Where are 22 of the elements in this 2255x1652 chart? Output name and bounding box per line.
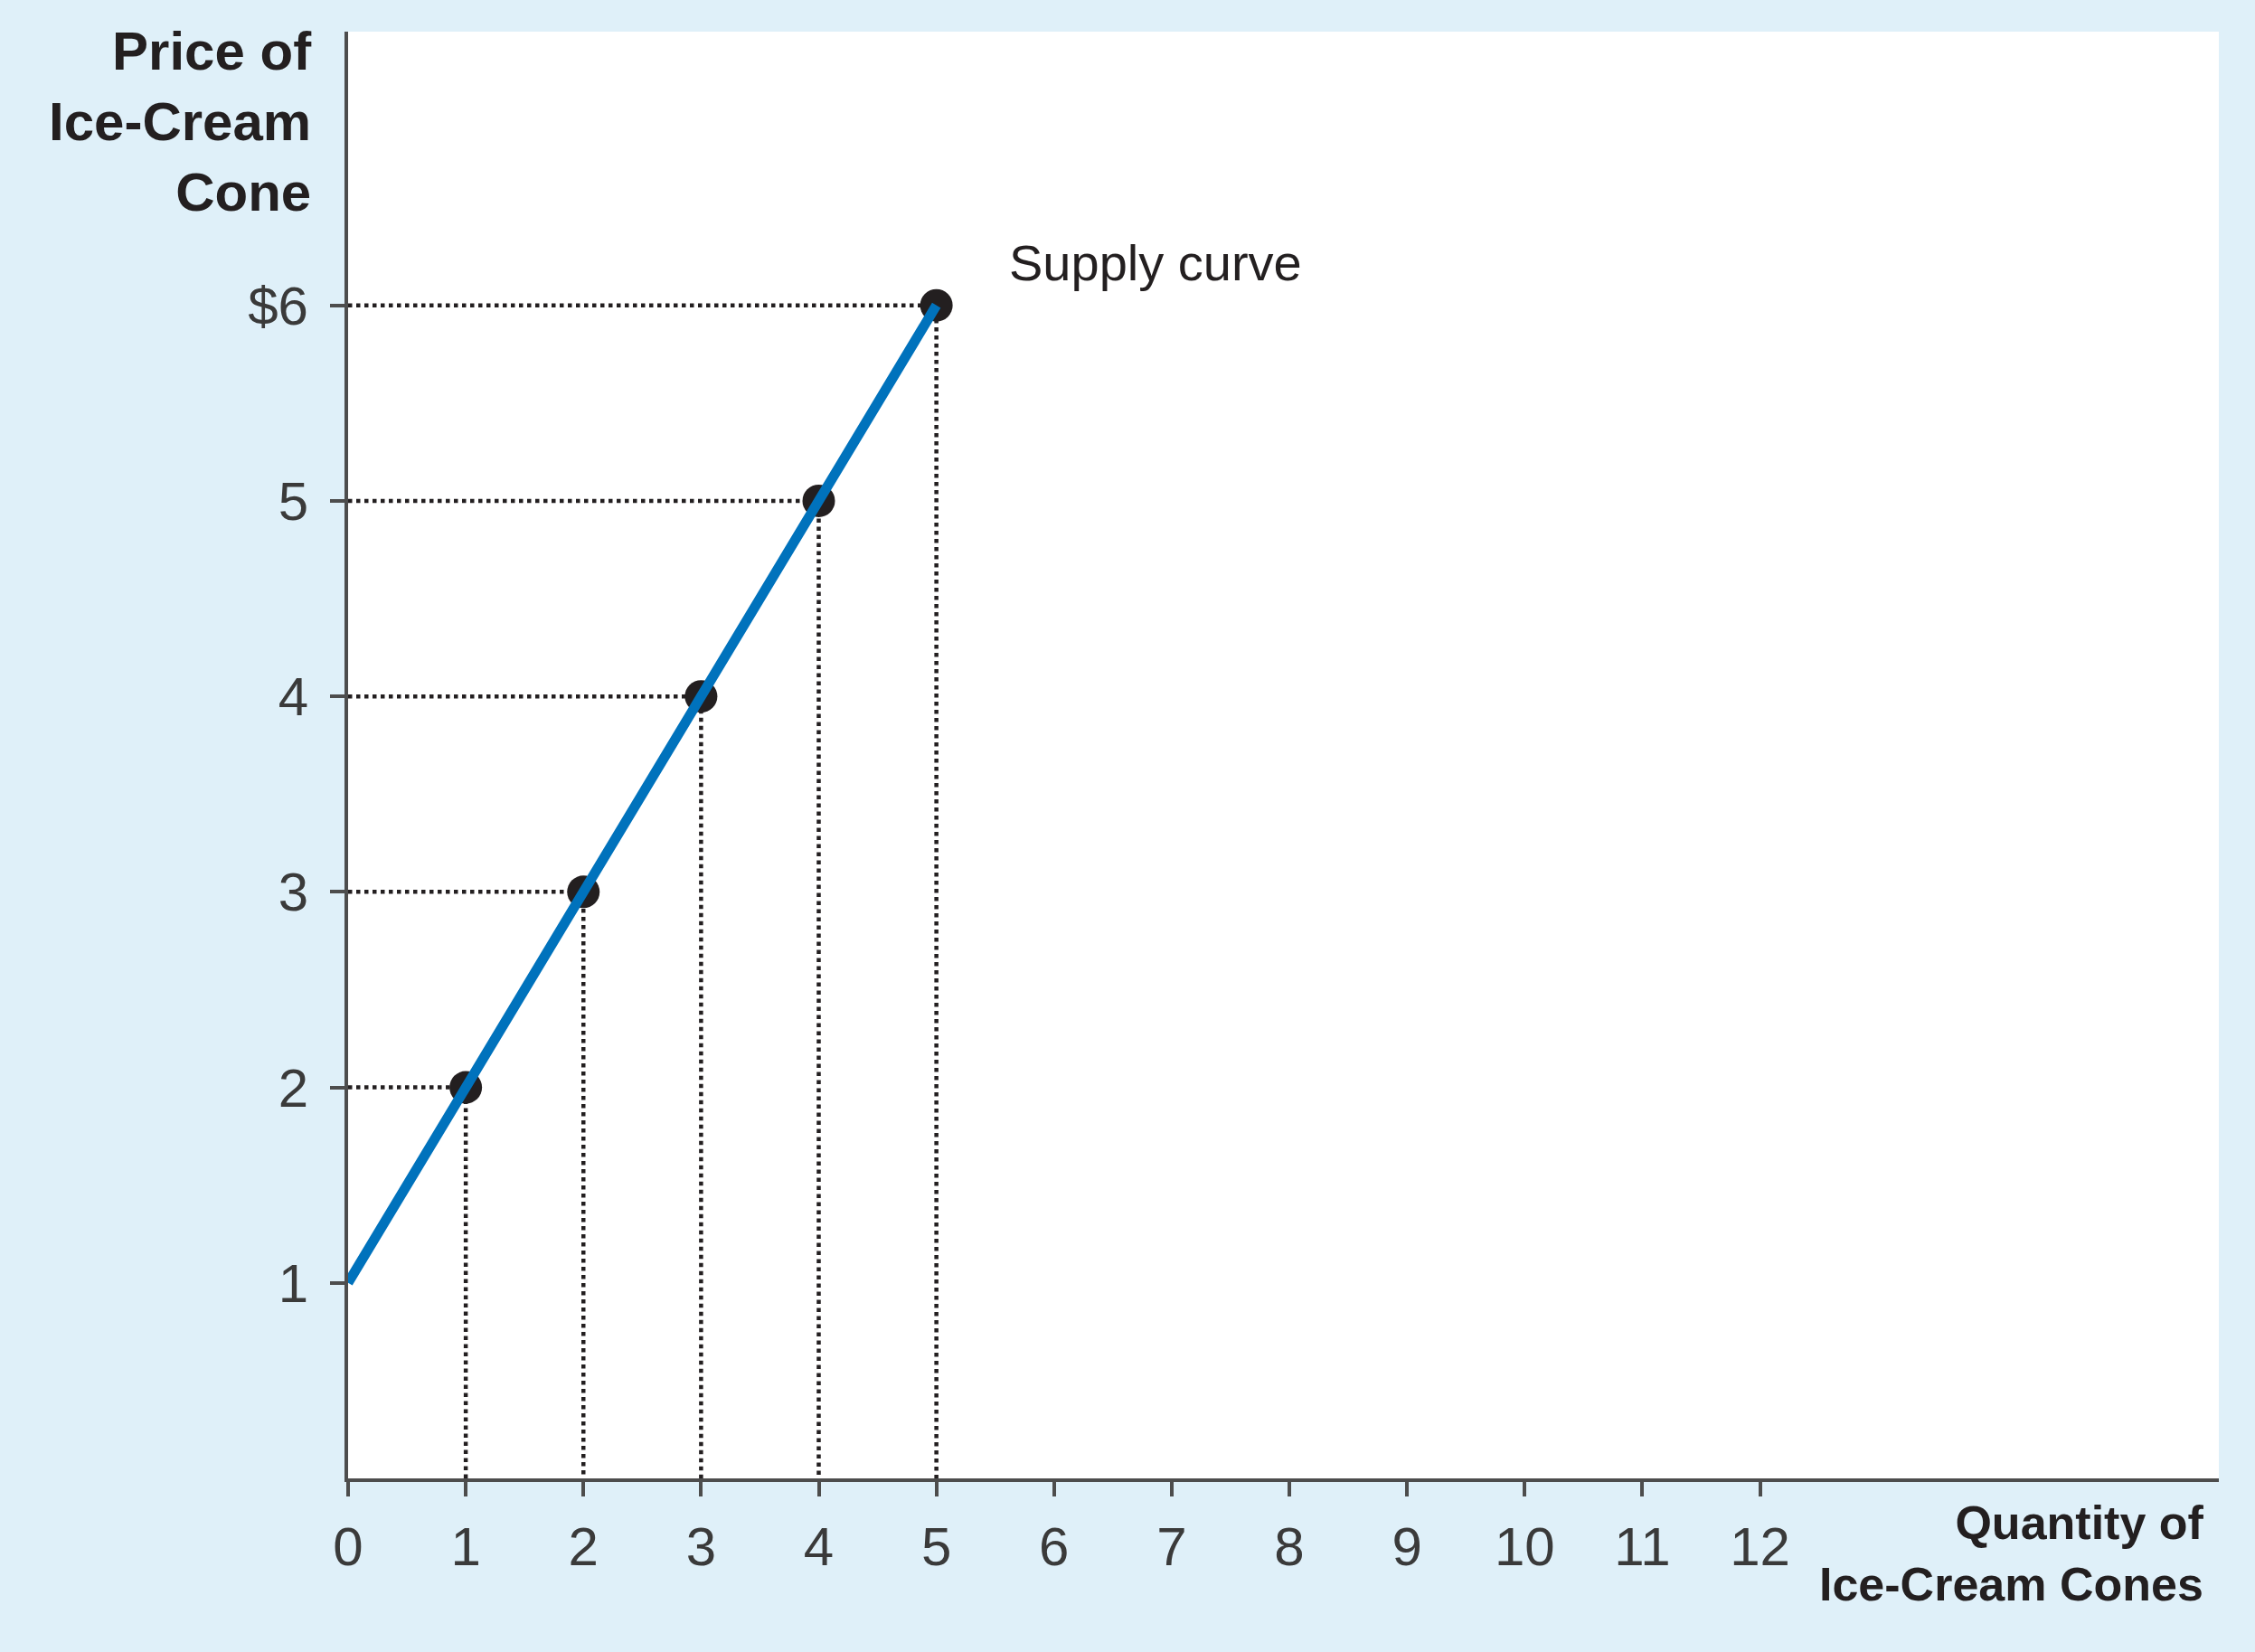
y-axis-title: Price of Ice-Cream Cone [49, 21, 313, 222]
x-tick-label: 0 [333, 1516, 363, 1577]
x-tick-label: 12 [1730, 1516, 1790, 1577]
x-tick-label: 1 [450, 1516, 481, 1577]
x-tick-label: 6 [1039, 1516, 1070, 1577]
series-label: Supply curve [1009, 234, 1302, 291]
x-tick-label: 3 [685, 1516, 717, 1577]
x-tick-label: 11 [1614, 1516, 1671, 1577]
x-axis-title: Quantity of Ice-Cream Cones [1819, 1496, 2204, 1610]
x-tick-label: 2 [568, 1516, 599, 1577]
x-tick-label: 9 [1392, 1516, 1422, 1577]
x-tick-label: 5 [920, 1516, 952, 1577]
y-tick-label: 4 [278, 666, 308, 728]
x-tick-label: 10 [1494, 1516, 1555, 1577]
y-tick-label: 2 [278, 1057, 308, 1119]
y-tick-label: 1 [278, 1252, 308, 1314]
x-tick-label: 8 [1274, 1516, 1305, 1577]
x-tick-label: 4 [803, 1516, 835, 1577]
y-tick-label: $6 [248, 275, 308, 336]
y-tick-label: 3 [278, 862, 308, 923]
x-tick-label: 7 [1156, 1516, 1187, 1577]
y-tick-label: 5 [278, 470, 308, 532]
